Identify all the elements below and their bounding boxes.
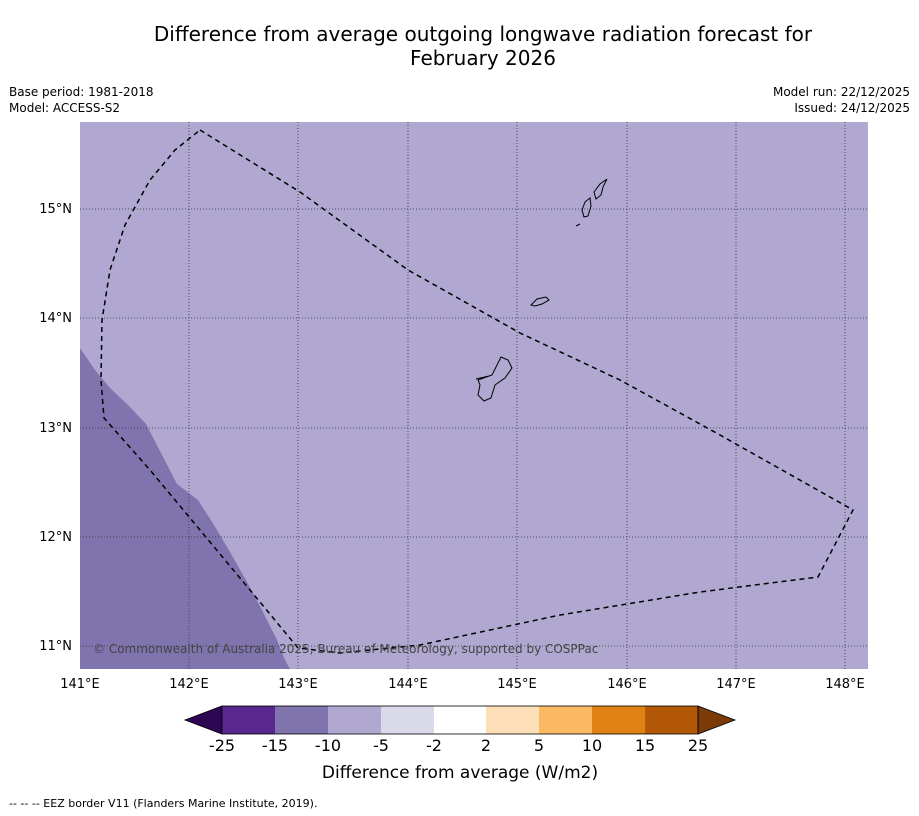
map-title: Difference from average outgoing longwav… (0, 22, 919, 70)
lat-label-15: 15°N (39, 202, 72, 217)
cb-label-3: -5 (373, 736, 389, 755)
lat-label-13: 13°N (39, 421, 72, 436)
title-line-1: Difference from average outgoing longwav… (153, 22, 813, 46)
cb-label-9: 25 (688, 736, 708, 755)
colorbar-bin-7 (539, 706, 592, 734)
lon-label-147: 147°E (716, 677, 756, 692)
colorbar-bin-3 (328, 706, 381, 734)
lat-labels: 15°N 14°N 13°N 12°N 11°N (39, 202, 72, 654)
colorbar-extend-low (183, 705, 223, 735)
colorbar-bin-4 (381, 706, 434, 734)
stronger-anomaly-region (80, 348, 290, 669)
cb-label-2: -10 (315, 736, 341, 755)
model-run: Model run: 22/12/2025 (772, 85, 910, 99)
cb-label-4: -2 (426, 736, 442, 755)
tinian-island (581, 197, 592, 218)
lat-label-14: 14°N (39, 311, 72, 326)
cb-label-7: 10 (582, 736, 602, 755)
issued-date: Issued: 24/12/2025 (794, 101, 910, 115)
aguijan-island (575, 223, 581, 227)
eez-border (100, 129, 855, 654)
title-line-2: February 2026 (410, 46, 556, 70)
eez-footnote: -- -- -- EEZ border V11 (Flanders Marine… (9, 797, 318, 810)
lon-label-146: 146°E (607, 677, 647, 692)
lat-label-12: 12°N (39, 530, 72, 545)
lon-label-142: 142°E (169, 677, 209, 692)
colorbar-bin-8 (592, 706, 645, 734)
lon-label-144: 144°E (388, 677, 428, 692)
model-name: Model: ACCESS-S2 (9, 101, 121, 115)
colorbar-bin-5 (434, 706, 486, 734)
cb-label-8: 15 (635, 736, 655, 755)
meta-left: Base period: 1981-2018 Model: ACCESS-S2 (9, 84, 154, 116)
lon-label-148: 148°E (825, 677, 865, 692)
colorbar-extend-high (697, 705, 737, 735)
lon-label-143: 143°E (278, 677, 318, 692)
colorbar-bin-1 (222, 706, 275, 734)
colorbar-bin-9 (645, 706, 698, 734)
rota-island (530, 296, 550, 307)
meta-right: Model run: 22/12/2025 Issued: 24/12/2025 (773, 84, 910, 116)
cb-label-0: -25 (209, 736, 235, 755)
colorbar-labels: -25 -15 -10 -5 -2 2 5 10 15 25 (209, 736, 708, 755)
colorbar-bin-2 (275, 706, 328, 734)
cb-label-5: 2 (481, 736, 491, 755)
colorbar-bin-6 (486, 706, 539, 734)
lon-labels: 141°E 142°E 143°E 144°E 145°E 146°E 147°… (60, 677, 865, 692)
colorbar (183, 705, 737, 735)
lon-label-145: 145°E (497, 677, 537, 692)
saipan-island (593, 178, 608, 200)
lon-label-141: 141°E (60, 677, 100, 692)
base-period: Base period: 1981-2018 (9, 85, 154, 99)
cb-label-6: 5 (534, 736, 544, 755)
graticule (80, 122, 868, 669)
colorbar-title: Difference from average (W/m2) (322, 763, 598, 783)
guam-island (475, 356, 513, 402)
copyright-notice: © Commonwealth of Australia 2025, Bureau… (93, 642, 598, 656)
cb-label-1: -15 (262, 736, 288, 755)
colorbar-outline (221, 705, 699, 735)
lat-label-11: 11°N (39, 639, 72, 654)
